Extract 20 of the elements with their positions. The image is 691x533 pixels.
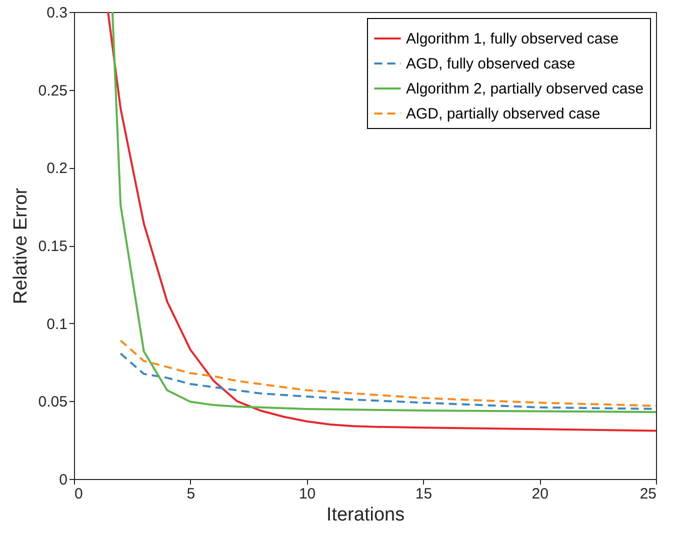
- legend-label: AGD, partially observed case: [406, 106, 600, 122]
- x-tick-label: 10: [298, 486, 316, 502]
- x-tick-label: 25: [640, 486, 656, 502]
- legend-label: AGD, fully observed case: [406, 56, 576, 72]
- x-axis-title: Iterations: [326, 504, 405, 526]
- y-tick-label: 0: [59, 472, 68, 488]
- y-tick-label: 0.05: [38, 394, 68, 411]
- x-tick-label: 5: [186, 486, 196, 502]
- y-tick-label: 0.2: [46, 160, 68, 178]
- y-axis-title: Relative Error: [10, 187, 32, 304]
- x-tick-label: 20: [532, 486, 548, 502]
- legend-label: Algorithm 1, fully observed case: [406, 30, 619, 48]
- legend-label: Algorithm 2, partially observed case: [406, 80, 644, 98]
- line-series: [120, 339, 656, 407]
- y-tick-label: 0.25: [38, 82, 68, 100]
- y-tick-label: 0.1: [46, 316, 68, 333]
- x-tick-label: 0: [74, 486, 83, 502]
- y-tick-label: 0.3: [46, 4, 68, 22]
- y-tick-label: 0.15: [38, 238, 68, 255]
- x-tick-label: 15: [415, 486, 432, 502]
